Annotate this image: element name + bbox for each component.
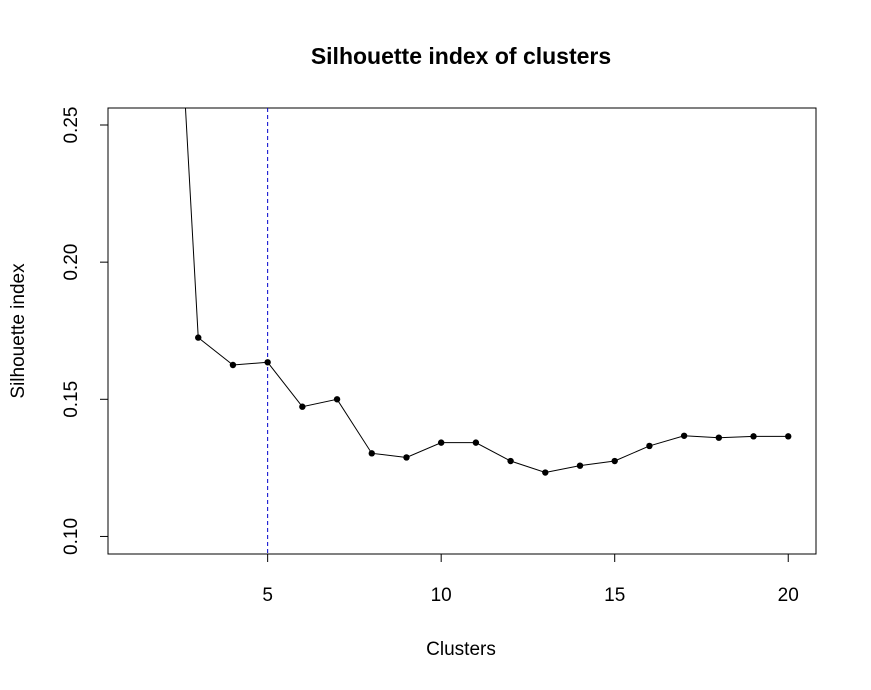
data-point [195, 334, 202, 341]
series-line [184, 108, 789, 474]
y-tick-label: 0.15 [61, 381, 82, 418]
x-axis-label: Clusters [426, 639, 496, 660]
plot-area [184, 108, 792, 554]
plot-frame [107, 107, 817, 555]
data-point [715, 434, 723, 441]
data-point [750, 433, 757, 440]
data-point [785, 433, 792, 440]
y-tick-label: 0.20 [61, 244, 82, 281]
data-point [472, 439, 480, 446]
y-axis-label: Silhouette index [8, 263, 29, 399]
data-point [646, 442, 653, 450]
data-point [611, 457, 618, 465]
data-point [368, 450, 375, 457]
data-point [576, 462, 584, 469]
x-tick-label: 15 [604, 585, 625, 606]
chart-title: Silhouette index of clusters [311, 43, 611, 69]
data-point [680, 432, 688, 439]
x-tick-label: 10 [431, 585, 452, 606]
series-points [195, 334, 792, 476]
x-tick-label: 20 [778, 585, 799, 606]
x-axis: 5 10 15 20 [262, 554, 799, 606]
data-point [542, 469, 549, 476]
data-point [229, 361, 237, 369]
data-point [507, 457, 514, 465]
data-point [299, 403, 306, 410]
y-axis: 0.10 0.15 0.20 0.25 [61, 107, 108, 555]
y-tick-label: 0.10 [61, 518, 82, 555]
x-tick-label: 5 [262, 585, 273, 606]
data-point [264, 359, 271, 366]
data-point [437, 439, 445, 446]
y-tick-label: 0.25 [61, 107, 82, 144]
data-point [403, 454, 410, 461]
data-point [333, 396, 341, 403]
